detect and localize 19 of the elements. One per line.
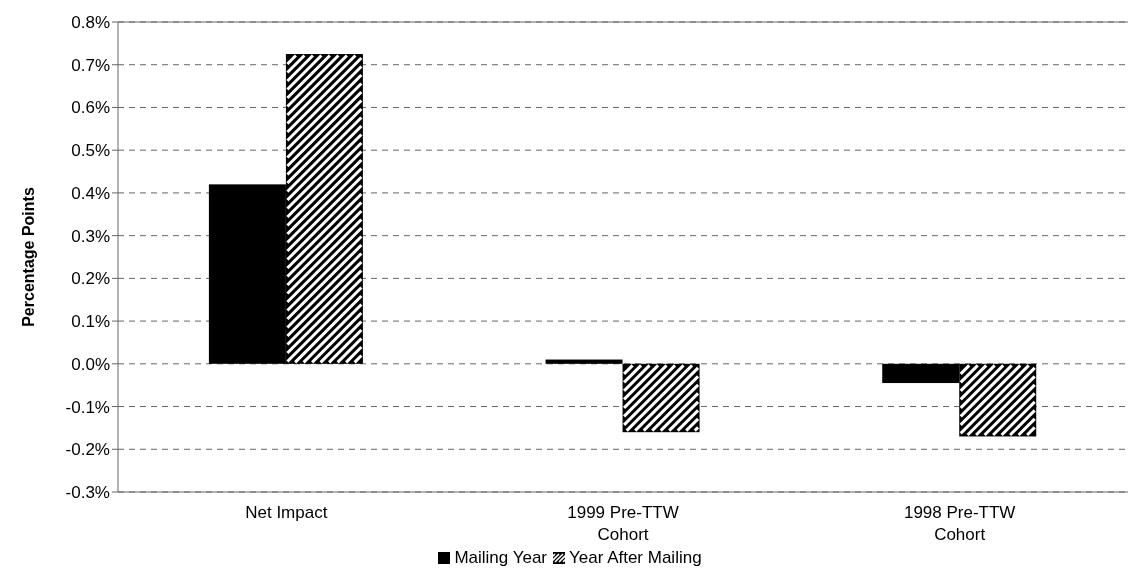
- y-tick-label: 0.0%: [71, 354, 110, 374]
- bar: [545, 359, 623, 364]
- y-tick-label: -0.3%: [65, 483, 110, 503]
- x-tick-label: 1999 Pre-TTW Cohort: [567, 503, 679, 544]
- y-tick-label: 0.7%: [71, 55, 110, 75]
- legend-label: Mailing Year: [453, 548, 547, 568]
- y-tick-label: -0.1%: [65, 397, 110, 417]
- legend-label: Year After Mailing: [568, 548, 702, 568]
- y-tick-label: 0.4%: [71, 183, 110, 203]
- y-tick-label: -0.2%: [65, 440, 110, 460]
- x-tick-label: Net Impact: [245, 503, 328, 522]
- y-tick-label: 0.5%: [71, 141, 110, 161]
- y-tick-label: 0.1%: [71, 312, 110, 332]
- y-tick-label: 0.2%: [71, 269, 110, 289]
- y-tick-label: 0.6%: [71, 98, 110, 118]
- x-tick-label: 1998 Pre-TTW Cohort: [903, 503, 1016, 544]
- y-tick-label: 0.3%: [71, 226, 110, 246]
- y-tick-label: 0.8%: [71, 13, 110, 33]
- y-axis-title: Percentage Points: [19, 187, 37, 327]
